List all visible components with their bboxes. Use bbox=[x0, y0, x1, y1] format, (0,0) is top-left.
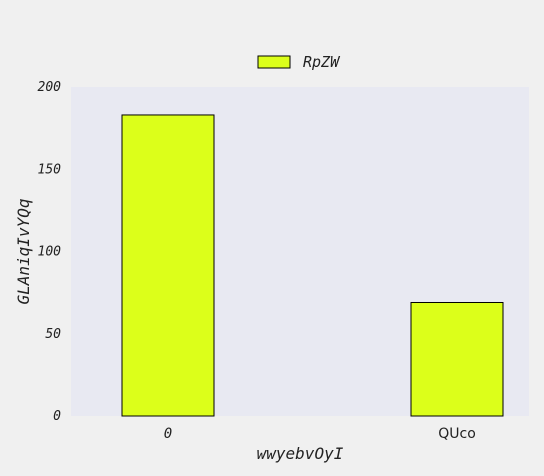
y-tick-label: 50 bbox=[45, 327, 61, 342]
bar-0 bbox=[121, 114, 215, 417]
y-axis-ticks: 0 50 100 150 200 bbox=[38, 80, 62, 424]
x-tick-label: QUco bbox=[438, 426, 476, 442]
bars bbox=[121, 114, 504, 417]
y-tick-label: 150 bbox=[38, 162, 62, 177]
y-tick-label: 200 bbox=[38, 80, 62, 95]
bar-QUco bbox=[410, 301, 504, 417]
x-tick-label: 0 bbox=[164, 426, 172, 442]
y-tick-label: 100 bbox=[38, 245, 62, 260]
legend-label: RpZW bbox=[303, 53, 341, 71]
y-tick-label: 0 bbox=[53, 409, 61, 424]
legend-swatch bbox=[257, 55, 291, 69]
legend: RpZW bbox=[257, 53, 341, 71]
x-axis-label: wwyebvOyI bbox=[257, 444, 344, 463]
x-axis-ticks: 0 QUco bbox=[164, 426, 476, 442]
y-axis-label: GLAniqIvYQq bbox=[14, 199, 33, 305]
